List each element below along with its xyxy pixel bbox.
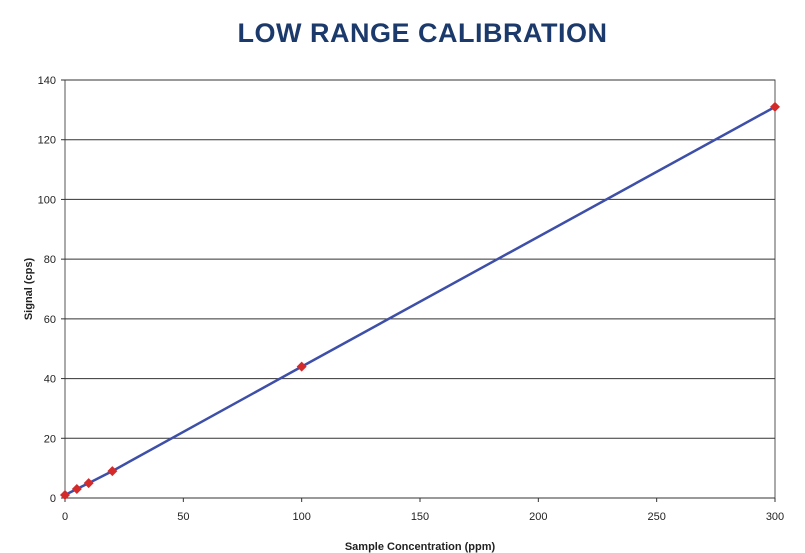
data-point — [60, 490, 70, 501]
x-tick-label: 0 — [62, 511, 68, 523]
plot-frame — [64, 79, 776, 499]
x-tick-label: 200 — [529, 511, 547, 523]
y-tick-label: 20 — [44, 433, 56, 445]
x-tick-label: 50 — [177, 511, 189, 523]
data-point — [107, 466, 118, 477]
y-tick-label: 40 — [44, 374, 56, 386]
x-tick-label: 100 — [292, 511, 310, 523]
data-point — [296, 361, 307, 372]
data-point — [83, 478, 94, 489]
chart-title: LOW RANGE CALIBRATION — [237, 18, 608, 48]
y-tick-label: 0 — [50, 493, 56, 505]
y-tick-label: 100 — [38, 194, 56, 206]
x-axis-label: Sample Concentration (ppm) — [345, 541, 496, 553]
data-point — [71, 484, 82, 495]
y-tick-label: 60 — [44, 314, 56, 326]
series — [60, 101, 780, 501]
data-point — [770, 101, 780, 112]
y-tick-label: 120 — [38, 135, 56, 147]
x-tick-label: 250 — [647, 511, 665, 523]
x-axis-ticks: 0 50 100 150 200 250 300 — [62, 498, 784, 523]
y-tick-label: 140 — [38, 75, 56, 87]
x-tick-label: 300 — [766, 511, 784, 523]
y-axis-ticks: 0 20 40 60 80 100 120 140 — [38, 75, 65, 505]
y-tick-label: 80 — [44, 254, 56, 266]
y-axis-label: Signal (cps) — [23, 257, 35, 320]
x-tick-label: 150 — [411, 511, 429, 523]
